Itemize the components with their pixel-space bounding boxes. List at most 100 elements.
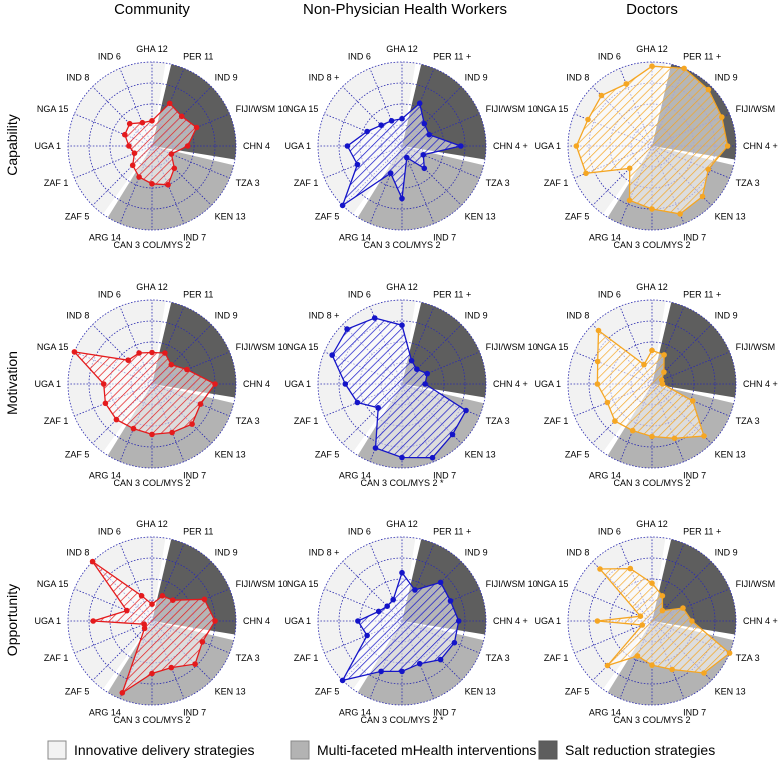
spoke-label-zaf-1: ZAF 1 xyxy=(544,416,569,426)
spoke-label-can-3-col-mys-2: CAN 3 COL/MYS 2 * xyxy=(360,715,444,725)
spoke-label-gha-12: GHA 12 xyxy=(136,282,168,292)
spoke-label-arg-14: ARG 14 xyxy=(89,471,121,481)
data-point-fiji-wsm-10 xyxy=(424,370,431,377)
data-point-can-3-col-mys-2 xyxy=(149,670,155,677)
data-point-nga-15 xyxy=(71,349,78,355)
data-point-zaf-5 xyxy=(113,416,120,423)
data-point-arg-14 xyxy=(629,427,636,434)
spoke-label-ind-7: IND 7 xyxy=(183,471,206,481)
data-point-fiji-wsm-10 xyxy=(680,605,686,611)
data-point-zaf-1 xyxy=(354,161,361,168)
data-point-fiji-wsm-10 xyxy=(426,131,433,138)
spoke-label-zaf-1: ZAF 1 xyxy=(544,653,569,663)
data-point-uga-1 xyxy=(100,381,107,387)
spoke-label-per-11: PER 11 + xyxy=(433,51,471,61)
data-point-uga-1 xyxy=(594,381,601,387)
spoke-label-zaf-5: ZAF 5 xyxy=(565,450,590,460)
spoke-label-gha-12: GHA 12 xyxy=(136,519,168,529)
spoke-label-per-11: PER 11 + xyxy=(433,289,471,299)
spoke-label-ken-13: KEN 13 xyxy=(715,687,746,697)
data-point-ind-8 xyxy=(89,558,96,565)
data-point-ind-7 xyxy=(669,666,675,673)
spoke-label-zaf-5: ZAF 5 xyxy=(65,450,90,460)
spoke-label-nga-15: NGA 15 xyxy=(287,342,319,352)
spoke-label-tza-3: TZA 3 xyxy=(236,653,260,663)
data-point-ind-6 xyxy=(641,361,647,368)
spoke-label-chn-4: CHN 4 + xyxy=(493,616,528,626)
data-point-chn-4 xyxy=(455,618,462,624)
data-point-per-11 xyxy=(412,587,418,593)
spoke-label-chn-4: CHN 4 + xyxy=(493,379,528,389)
spoke-label-fiji-wsm-10: FIJI/WSM 10 xyxy=(236,342,288,352)
radar-panel-opportunity-non-physician-health-workers: GHA 12 PER 11 + IND 9 FIJI/WSM 10 CHN 4 + TZA… xyxy=(284,519,537,725)
data-point-chn-4 xyxy=(458,143,464,149)
spoke-label-nga-15: NGA 15 xyxy=(537,104,569,114)
data-point-ind-9 xyxy=(414,366,420,373)
data-point-ind-7 xyxy=(416,660,423,667)
data-point-ind-8 xyxy=(126,120,133,127)
spoke-label-chn-4: CHN 4 xyxy=(243,141,270,151)
data-point-ken-13 xyxy=(421,165,428,172)
data-point-ind-8 xyxy=(344,326,350,332)
data-point-per-11 xyxy=(408,357,415,364)
column-title-community: Community xyxy=(114,1,190,18)
spoke-label-fiji-wsm-10: FIJI/WSM 10 xyxy=(486,579,538,589)
data-point-ken-13 xyxy=(701,433,707,439)
spoke-label-can-3-col-mys-2: CAN 3 COL/MYS 2 xyxy=(113,240,190,250)
spoke-label-ind-6: IND 6 xyxy=(98,51,121,61)
spoke-label-ind-9: IND 9 xyxy=(215,547,238,557)
data-point-nga-15 xyxy=(329,352,336,358)
spoke-label-can-3-col-mys-2: CAN 3 COL/MYS 2 xyxy=(613,240,690,250)
spoke-label-fiji-wsm-10: FIJI/WSM 10 xyxy=(486,104,538,114)
data-point-gha-12 xyxy=(649,580,655,586)
data-point-zaf-1 xyxy=(102,400,109,407)
data-point-ind-9 xyxy=(437,579,444,586)
data-point-ind-7 xyxy=(429,454,436,461)
data-point-arg-14 xyxy=(130,425,137,432)
spoke-label-ind-6: IND 6 xyxy=(348,289,371,299)
data-point-ind-9 xyxy=(178,113,185,120)
spoke-label-per-11: PER 11 + xyxy=(683,289,721,299)
spoke-label-tza-3: TZA 3 xyxy=(486,416,510,426)
spoke-label-arg-14: ARG 14 xyxy=(339,708,371,718)
spoke-label-uga-1: UGA 1 xyxy=(34,141,61,151)
spoke-label-ind-8: IND 8 xyxy=(66,72,89,82)
spoke-label-ken-13: KEN 13 xyxy=(715,212,746,222)
data-point-ken-13 xyxy=(189,421,195,427)
legend-swatch-salt xyxy=(538,740,558,760)
spoke-label-zaf-5: ZAF 5 xyxy=(565,212,590,222)
spoke-label-tza-3: TZA 3 xyxy=(236,416,260,426)
data-point-chn-4 xyxy=(212,618,218,624)
spoke-label-ind-8: IND 8 xyxy=(566,72,589,82)
spoke-label-tza-3: TZA 3 xyxy=(736,178,760,188)
spoke-label-zaf-1: ZAF 1 xyxy=(294,178,319,188)
spoke-label-tza-3: TZA 3 xyxy=(736,653,760,663)
data-point-chn-4 xyxy=(422,381,428,387)
spoke-label-ind-9: IND 9 xyxy=(465,310,488,320)
spoke-label-fiji-wsm-10: FIJI/WSM 10 xyxy=(236,579,288,589)
data-point-ind-9 xyxy=(170,597,176,603)
spoke-label-ind-8: IND 8 xyxy=(66,547,89,557)
data-point-uga-1 xyxy=(344,143,351,149)
data-point-ind-6 xyxy=(138,593,145,599)
spoke-label-ind-9: IND 9 xyxy=(215,72,238,82)
data-point-fiji-wsm-10 xyxy=(447,598,454,604)
spoke-label-nga-15: NGA 15 xyxy=(37,342,69,352)
row-title-opportunity: Opportunity xyxy=(4,584,20,656)
data-point-chn-4 xyxy=(689,618,695,624)
grid-spoke xyxy=(651,351,730,385)
radar-panels: GHA 12 PER 11 IND 9 FIJI/WSM 10 CHN 4 TZA 3 KE… xyxy=(34,44,778,725)
data-point-uga-1 xyxy=(342,381,349,387)
data-point-ind-8 xyxy=(595,327,602,334)
spoke-label-zaf-5: ZAF 5 xyxy=(315,212,340,222)
spoke-label-fiji-wsm-10: FIJI/WSM 10 xyxy=(486,342,538,352)
spoke-label-zaf-5: ZAF 5 xyxy=(65,687,90,697)
data-point-arg-14 xyxy=(372,445,379,451)
data-point-ken-13 xyxy=(171,165,178,172)
data-point-ind-6 xyxy=(623,81,630,87)
spoke-label-can-3-col-mys-2: CAN 3 COL/MYS 2 * xyxy=(360,478,444,488)
spoke-label-ind-6: IND 6 xyxy=(598,526,621,536)
spoke-label-can-3-col-mys-2: CAN 3 COL/MYS 2 xyxy=(613,478,690,488)
data-point-per-11 xyxy=(416,100,423,107)
